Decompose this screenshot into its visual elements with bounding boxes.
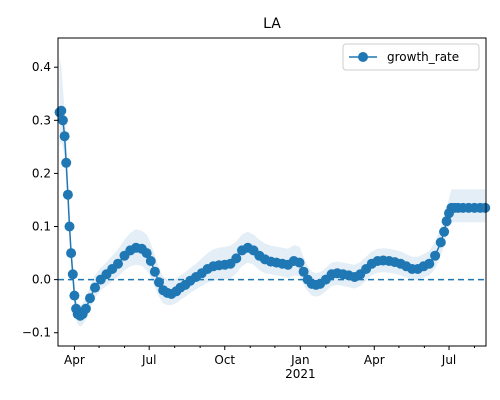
plot-frame [57, 37, 487, 347]
data-point [480, 202, 491, 213]
legend-box [342, 43, 480, 71]
data-point [56, 105, 67, 116]
x-year-label: 2021 [285, 367, 316, 381]
plot-area [54, 37, 491, 347]
data-point [80, 303, 91, 314]
y-tick-label: 0.3 [32, 113, 51, 127]
data-point [62, 189, 73, 200]
y-tick-label: 0.2 [32, 166, 51, 180]
data-point [69, 290, 80, 301]
legend-label-growth-rate: growth_rate [387, 50, 459, 64]
data-point [141, 248, 152, 259]
data-point [149, 266, 160, 277]
legend-marker-swatch [358, 52, 368, 62]
data-point [231, 253, 242, 264]
data-point [113, 258, 123, 269]
data-point [59, 131, 70, 142]
plot-background [58, 38, 486, 346]
x-tick-label: Apr [64, 353, 85, 367]
x-axis: Apr Jul Oct Jan Apr Jul 2021 [64, 346, 475, 381]
data-point [67, 269, 78, 280]
x-tick-label: Apr [364, 353, 385, 367]
x-tick-label: Oct [214, 353, 235, 367]
data-point [61, 157, 72, 168]
data-point [85, 293, 95, 304]
x-tick-label: Jan [290, 353, 310, 367]
y-tick-label: 0.1 [32, 220, 51, 234]
data-point [154, 277, 164, 288]
series-layer [54, 105, 491, 321]
data-point [66, 248, 77, 259]
data-point [57, 115, 68, 126]
y-axis: −0.1 0.0 0.1 0.2 0.3 0.4 [22, 60, 58, 340]
data-point [430, 250, 441, 261]
data-point [145, 256, 156, 266]
x-tick-label: Jul [141, 353, 156, 367]
data-point [424, 258, 435, 269]
data-point [294, 257, 305, 268]
y-tick-label: −0.1 [22, 326, 51, 340]
legend: growth_rate [342, 43, 480, 71]
y-tick-label: 0.0 [32, 273, 51, 287]
data-point [439, 226, 450, 237]
x-tick-label: Jul [441, 353, 456, 367]
y-tick-label: 0.4 [32, 60, 51, 74]
data-point [441, 216, 452, 227]
data-point [64, 221, 75, 232]
data-point [435, 237, 446, 248]
data-point [298, 266, 309, 277]
data-point [90, 282, 100, 293]
chart-title: LA [263, 16, 281, 32]
